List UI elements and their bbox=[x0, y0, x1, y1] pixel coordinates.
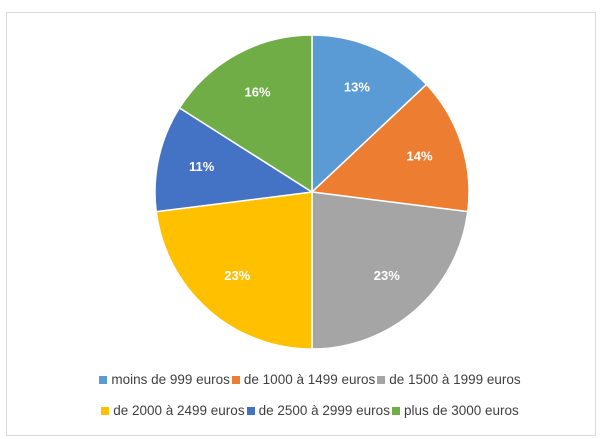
legend-item: de 1000 à 1499 euros bbox=[231, 372, 376, 387]
value-label: 23% bbox=[224, 268, 250, 283]
legend-swatch bbox=[377, 375, 386, 384]
value-label: 11% bbox=[189, 159, 215, 174]
legend-item: de 2500 à 2999 euros bbox=[246, 403, 390, 418]
pie-slice bbox=[310, 83, 470, 213]
value-label: 16% bbox=[245, 84, 271, 99]
legend-swatch bbox=[391, 406, 400, 415]
legend-item: moins de 999 euros bbox=[99, 372, 230, 387]
legend-item: de 1500 à 1999 euros bbox=[377, 372, 521, 387]
legend-label: moins de 999 euros bbox=[111, 372, 230, 387]
value-label: 13% bbox=[344, 80, 370, 95]
pie-slice bbox=[154, 106, 315, 213]
legend-item: de 2000 à 2499 euros bbox=[101, 403, 245, 418]
pie-slice bbox=[155, 191, 313, 350]
legend: moins de 999 euros de 1000 à 1499 euros de… bbox=[40, 372, 580, 418]
legend-label: de 1500 à 1999 euros bbox=[389, 372, 521, 387]
legend-label: plus de 3000 euros bbox=[403, 403, 519, 418]
legend-label: de 1000 à 1499 euros bbox=[243, 372, 376, 387]
pie-slice bbox=[311, 34, 428, 194]
pie-slice bbox=[178, 34, 313, 194]
legend-item: plus de 3000 euros bbox=[391, 403, 519, 418]
value-label: 14% bbox=[406, 149, 432, 164]
legend-label: de 2000 à 2499 euros bbox=[113, 403, 245, 418]
legend-swatch bbox=[101, 406, 110, 415]
value-label: 23% bbox=[374, 268, 400, 283]
legend-swatch bbox=[99, 375, 108, 384]
legend-label: de 2500 à 2999 euros bbox=[258, 403, 390, 418]
pie-slice bbox=[311, 191, 469, 350]
legend-swatch bbox=[231, 375, 240, 384]
legend-swatch bbox=[246, 406, 255, 415]
